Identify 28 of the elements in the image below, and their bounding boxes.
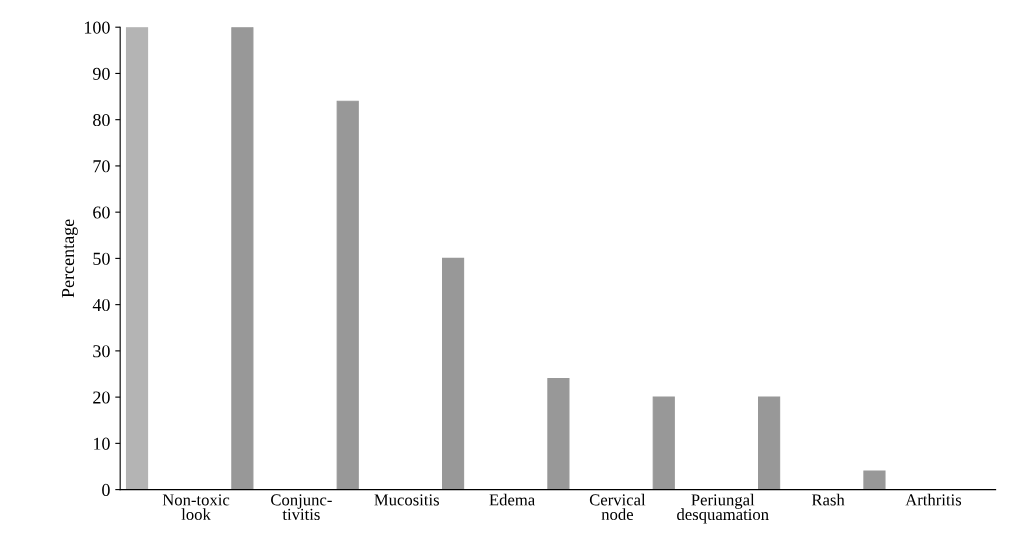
y-tick-label: 60 [93, 206, 110, 219]
y-tick-label: 30 [93, 345, 110, 358]
bar [231, 27, 254, 490]
x-tick-label: Rash [811, 493, 845, 506]
y-tick-label: 40 [92, 298, 110, 312]
bar [652, 396, 675, 490]
y-tick-label: 90 [92, 67, 110, 80]
x-tick-label: Mucositis [374, 494, 439, 506]
bar [336, 100, 359, 490]
x-tick-label: Cervical node [589, 493, 646, 521]
y-tick-label: 80 [93, 113, 110, 127]
bar [125, 27, 149, 490]
bar [863, 470, 886, 490]
y-tick-label: 50 [93, 252, 110, 265]
bar [547, 378, 570, 490]
y-tick-label: 10 [93, 437, 110, 450]
y-tick-label: 100 [84, 21, 110, 34]
y-tick-label: 0 [102, 483, 110, 497]
x-tick-label: Arthritis [905, 493, 962, 506]
bar [441, 257, 465, 490]
x-tick-label: Non-toxic look [162, 494, 230, 521]
x-tick-label: Edema [489, 493, 535, 506]
x-tick-label: Conjunc- tivitis [271, 494, 332, 521]
x-tick-label: Periungal desquamation [677, 493, 769, 524]
y-tick-label: 20 [93, 391, 110, 404]
y-tick-label: 70 [93, 160, 110, 173]
y-axis-title: Percentage [62, 219, 78, 298]
bar [758, 396, 781, 490]
